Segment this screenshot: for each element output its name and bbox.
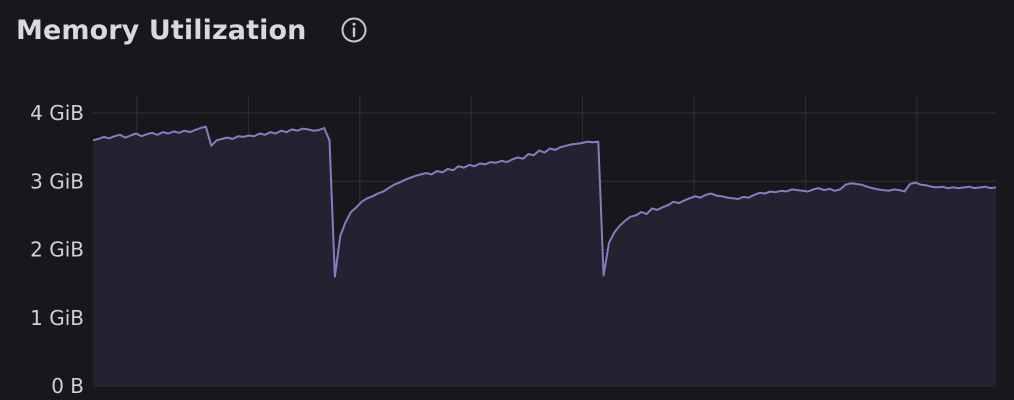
y-axis-tick-labels: 4 GiB 3 GiB 2 GiB 1 GiB 0 B [30, 101, 84, 398]
panel-title: Memory Utilization [16, 14, 307, 46]
memory-area-fill [93, 126, 996, 386]
memory-series-line [92, 125, 997, 278]
y-tick-label: 4 GiB [30, 101, 84, 125]
y-tick-label: 3 GiB [30, 169, 84, 193]
y-tick-label: 2 GiB [30, 238, 84, 262]
info-circle-icon[interactable] [340, 16, 368, 44]
y-tick-label: 1 GiB [30, 306, 84, 330]
y-tick-label: 0 B [51, 374, 84, 398]
panel-header: Memory Utilization [16, 10, 368, 50]
